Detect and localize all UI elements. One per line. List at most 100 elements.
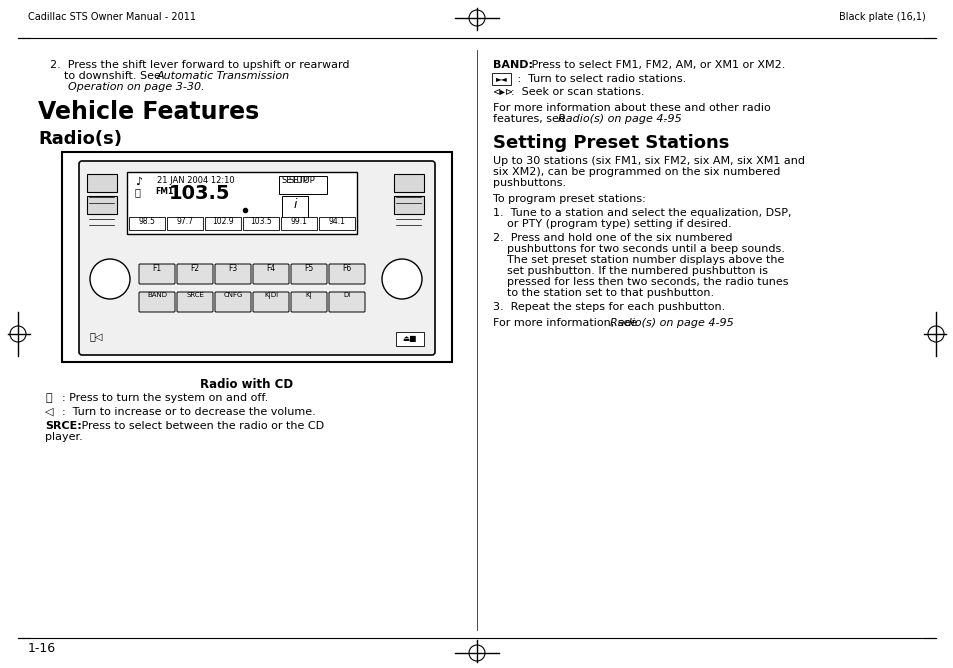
Text: For more information, see: For more information, see [493, 318, 640, 328]
Bar [281, 217, 316, 230]
Text: ►◄: ►◄ [496, 74, 507, 83]
Text: Cadillac STS Owner Manual - 2011: Cadillac STS Owner Manual - 2011 [28, 12, 195, 22]
Bar [87, 174, 117, 192]
Text: F6: F6 [342, 264, 352, 273]
Bar [129, 217, 165, 230]
Text: or PTY (program type) setting if desired.: or PTY (program type) setting if desired… [493, 219, 731, 229]
FancyBboxPatch shape [127, 172, 356, 234]
Text: 97.7: 97.7 [176, 217, 193, 226]
Text: 103.5: 103.5 [250, 217, 272, 226]
Text: 94.1: 94.1 [328, 217, 345, 226]
FancyBboxPatch shape [253, 292, 289, 312]
Text: to downshift. See: to downshift. See [50, 71, 164, 81]
Text: F4: F4 [266, 264, 275, 273]
Bar [394, 174, 423, 192]
Text: pushbuttons.: pushbuttons. [493, 178, 565, 188]
Text: 21 JAN 2004 12:10: 21 JAN 2004 12:10 [157, 176, 234, 185]
Text: ⊲▸⊳: ⊲▸⊳ [493, 87, 514, 97]
Bar [394, 196, 423, 214]
Text: The set preset station number displays above the: The set preset station number displays a… [493, 255, 783, 265]
Text: ⏻◁: ⏻◁ [90, 331, 103, 341]
Text: SETUP: SETUP [282, 176, 309, 185]
Bar [282, 196, 308, 218]
Text: SRCE:: SRCE: [45, 421, 82, 431]
FancyBboxPatch shape [329, 292, 365, 312]
Bar [318, 217, 355, 230]
Text: ⌛: ⌛ [135, 187, 141, 197]
Text: 98.5: 98.5 [138, 217, 155, 226]
Text: 103.5: 103.5 [169, 184, 231, 203]
Text: F3: F3 [228, 264, 237, 273]
Text: For more information about these and other radio: For more information about these and oth… [493, 103, 770, 113]
Text: set pushbutton. If the numbered pushbutton is: set pushbutton. If the numbered pushbutt… [493, 266, 767, 276]
FancyBboxPatch shape [492, 73, 511, 84]
Bar [395, 332, 423, 346]
Text: 1-16: 1-16 [28, 642, 56, 655]
Text: :  Turn to select radio stations.: : Turn to select radio stations. [514, 74, 685, 84]
Text: : Press to turn the system on and off.: : Press to turn the system on and off. [62, 393, 268, 403]
Text: K|DI: K|DI [264, 292, 277, 299]
Text: 99.1: 99.1 [291, 217, 307, 226]
Text: BAND:: BAND: [493, 60, 533, 70]
Text: player.: player. [45, 432, 83, 442]
Text: Operation on page 3-30.: Operation on page 3-30. [68, 82, 204, 92]
Text: ◁: ◁ [45, 407, 53, 417]
Text: Up to 30 stations (six FM1, six FM2, six AM, six XM1 and: Up to 30 stations (six FM1, six FM2, six… [493, 156, 804, 166]
FancyBboxPatch shape [62, 152, 452, 362]
Circle shape [381, 259, 421, 299]
Text: Press to select FM1, FM2, AM, or XM1 or XM2.: Press to select FM1, FM2, AM, or XM1 or … [527, 60, 784, 70]
Text: 1.  Tune to a station and select the equalization, DSP,: 1. Tune to a station and select the equa… [493, 208, 791, 218]
FancyBboxPatch shape [291, 264, 327, 284]
FancyBboxPatch shape [291, 292, 327, 312]
Text: i: i [293, 198, 296, 211]
FancyBboxPatch shape [177, 264, 213, 284]
Bar [205, 217, 241, 230]
Text: 102.9: 102.9 [212, 217, 233, 226]
Text: features, see: features, see [493, 114, 569, 124]
Bar [167, 217, 203, 230]
Text: SRCE: SRCE [186, 292, 204, 298]
Text: BAND: BAND [147, 292, 167, 298]
Bar [87, 196, 117, 214]
Text: Black plate (16,1): Black plate (16,1) [839, 12, 925, 22]
Text: ⓞ: ⓞ [45, 393, 51, 403]
Text: F2: F2 [191, 264, 199, 273]
Text: Radio(s) on page 4-95: Radio(s) on page 4-95 [609, 318, 733, 328]
Text: 2.  Press the shift lever forward to upshift or rearward: 2. Press the shift lever forward to upsh… [50, 60, 349, 70]
FancyBboxPatch shape [139, 264, 174, 284]
Bar [243, 217, 278, 230]
Text: CNFG: CNFG [223, 292, 242, 298]
Text: Radio with CD: Radio with CD [200, 378, 294, 391]
Text: ⏏■: ⏏■ [402, 334, 416, 343]
Circle shape [90, 259, 130, 299]
FancyBboxPatch shape [79, 161, 435, 355]
Text: pressed for less then two seconds, the radio tunes: pressed for less then two seconds, the r… [493, 277, 788, 287]
Text: ♪: ♪ [135, 177, 142, 187]
Text: .: . [708, 318, 712, 328]
Text: pushbuttons for two seconds until a beep sounds.: pushbuttons for two seconds until a beep… [493, 244, 784, 254]
Text: Radio(s): Radio(s) [38, 130, 122, 148]
Text: Automatic Transmission: Automatic Transmission [157, 71, 290, 81]
Text: .: . [662, 114, 666, 124]
Text: six XM2), can be programmed on the six numbered: six XM2), can be programmed on the six n… [493, 167, 780, 177]
FancyBboxPatch shape [214, 264, 251, 284]
Text: K|: K| [305, 292, 313, 299]
Text: Press to select between the radio or the CD: Press to select between the radio or the… [78, 421, 324, 431]
FancyBboxPatch shape [329, 264, 365, 284]
Text: Radio(s) on page 4-95: Radio(s) on page 4-95 [558, 114, 681, 124]
Text: :  Turn to increase or to decrease the volume.: : Turn to increase or to decrease the vo… [62, 407, 315, 417]
Text: FM1: FM1 [154, 187, 173, 196]
Text: 2.  Press and hold one of the six numbered: 2. Press and hold one of the six numbere… [493, 233, 732, 243]
Text: F1: F1 [152, 264, 161, 273]
Text: Setting Preset Stations: Setting Preset Stations [493, 134, 729, 152]
FancyBboxPatch shape [253, 264, 289, 284]
Text: 3.  Repeat the steps for each pushbutton.: 3. Repeat the steps for each pushbutton. [493, 302, 724, 312]
FancyBboxPatch shape [214, 292, 251, 312]
Text: to the station set to that pushbutton.: to the station set to that pushbutton. [493, 288, 714, 298]
Text: SETUP: SETUP [289, 176, 315, 185]
Text: Vehicle Features: Vehicle Features [38, 100, 259, 124]
Bar [278, 176, 327, 194]
FancyBboxPatch shape [177, 292, 213, 312]
FancyBboxPatch shape [139, 292, 174, 312]
Text: :  Seek or scan stations.: : Seek or scan stations. [511, 87, 644, 97]
